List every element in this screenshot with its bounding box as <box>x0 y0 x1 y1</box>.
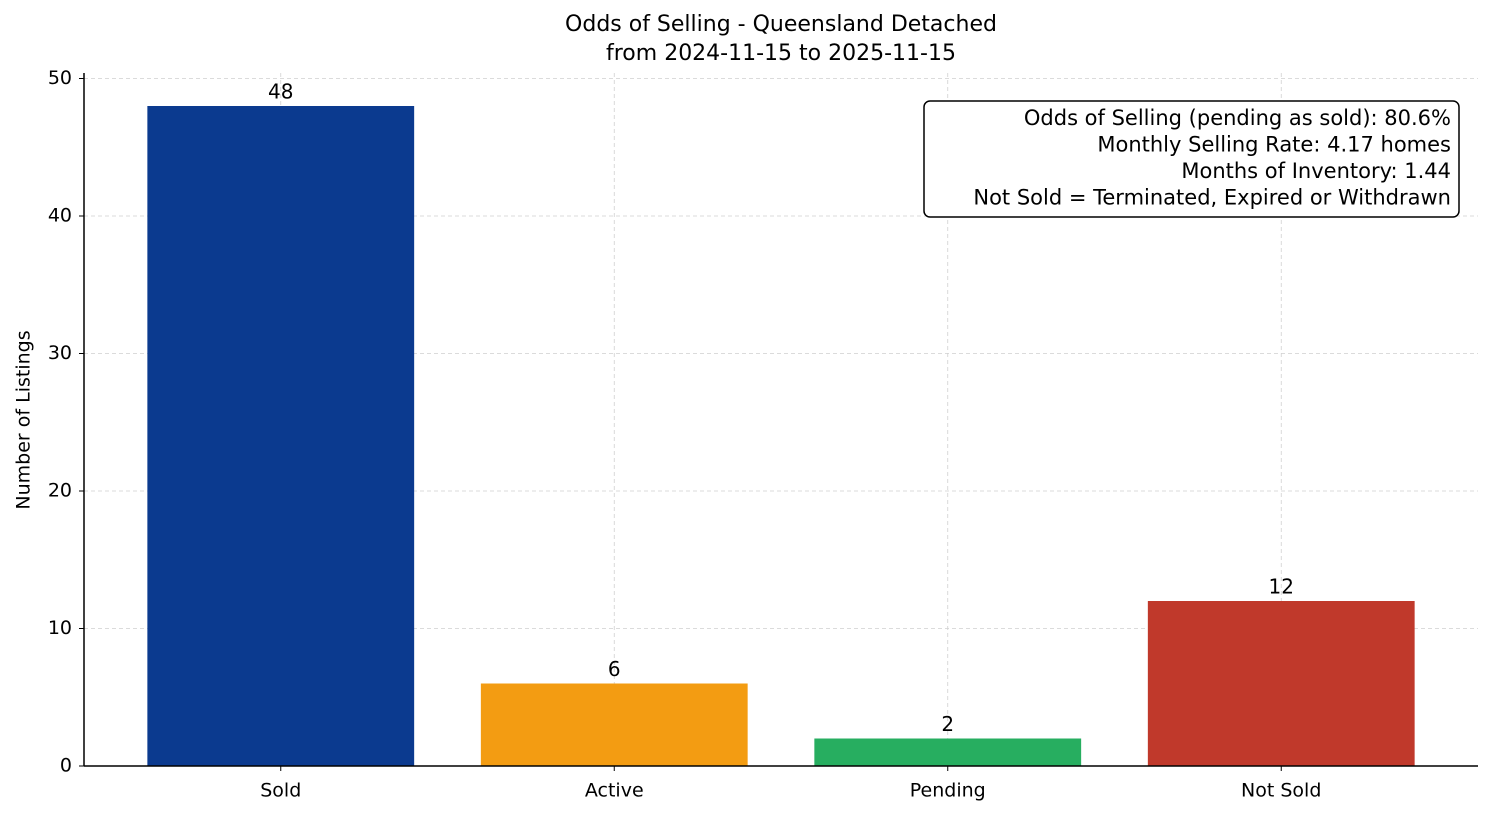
annotation-line: Not Sold = Terminated, Expired or Withdr… <box>973 186 1451 210</box>
bars: 48 6 2 12 <box>147 80 1415 766</box>
axes: 0 10 20 30 40 50 Sold Active Pending Not Sold <box>48 67 1478 802</box>
data-label: 6 <box>608 657 621 681</box>
annotation: Odds of Selling (pending as sold): 80.6%… <box>923 100 1460 218</box>
y-axis-label: Number of Listings <box>13 330 35 509</box>
data-label: 48 <box>268 80 293 104</box>
data-label: 2 <box>941 712 954 736</box>
data-label: 12 <box>1269 575 1294 599</box>
y-tick-label: 20 <box>48 480 72 502</box>
bar <box>147 106 415 766</box>
annotation-box <box>923 100 1460 218</box>
bar <box>480 683 748 766</box>
y-tick-label: 30 <box>48 342 72 364</box>
x-tick-label: Not Sold <box>1241 780 1321 802</box>
bar <box>814 738 1082 766</box>
y-tick-label: 40 <box>48 205 72 227</box>
y-tick-label: 50 <box>48 67 72 89</box>
y-tick-label: 10 <box>48 617 72 639</box>
x-tick-label: Active <box>585 780 644 802</box>
chart-title: Odds of Selling - Queensland Detached <box>565 12 997 37</box>
annotation-line: Months of Inventory: 1.44 <box>1181 159 1451 183</box>
annotation-line: Monthly Selling Rate: 4.17 homes <box>1097 133 1451 157</box>
bar <box>1147 601 1415 766</box>
chart-subtitle: from 2024-11-15 to 2025-11-15 <box>606 41 956 66</box>
annotation-line: Odds of Selling (pending as sold): 80.6% <box>1024 106 1451 130</box>
x-tick-label: Pending <box>910 780 986 802</box>
x-tick-label: Sold <box>260 780 301 802</box>
y-tick-label: 0 <box>60 755 72 777</box>
